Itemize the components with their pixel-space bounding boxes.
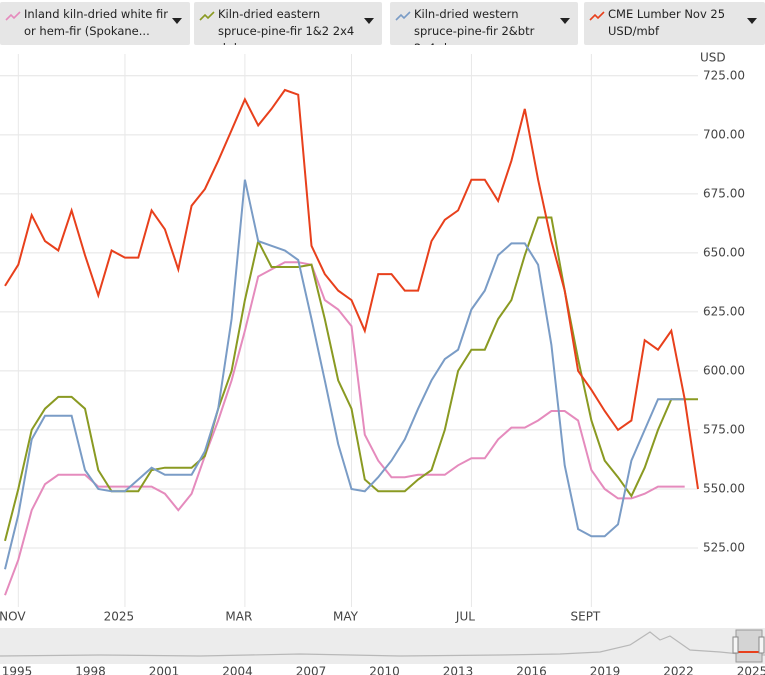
- legend-label: Inland kiln-dried white fir or hem-fir (…: [24, 7, 169, 38]
- legend-glyph: [5, 11, 21, 21]
- navigator-year: 2001: [149, 665, 180, 675]
- x-tick-label: SEPT: [571, 610, 601, 624]
- y-tick-label: 600.00: [703, 363, 745, 377]
- navigator-handle[interactable]: [758, 636, 765, 654]
- navigator-handle[interactable]: [732, 636, 739, 654]
- navigator-year: 2016: [516, 665, 547, 675]
- legend-item[interactable]: Inland kiln-dried white fir or hem-fir (…: [0, 2, 190, 45]
- legend-label: Kiln-dried eastern spruce-pine-fir 1&2 2…: [218, 7, 355, 45]
- navigator-year: 2007: [296, 665, 327, 675]
- y-tick-label: 650.00: [703, 245, 745, 259]
- x-tick-label: MAY: [333, 610, 359, 624]
- legend-glyph: [199, 11, 215, 21]
- legend-label: CME Lumber Nov 25 USD/mbf: [608, 7, 726, 38]
- navigator-year: 2010: [369, 665, 400, 675]
- series-line: [4, 216, 698, 542]
- legend-glyph: [589, 11, 605, 21]
- y-tick-label: 725.00: [703, 68, 745, 82]
- legend-glyph: [395, 11, 411, 21]
- navigator-year: 2019: [590, 665, 621, 675]
- y-tick-label: 675.00: [703, 186, 745, 200]
- navigator-line: [0, 631, 765, 657]
- dropdown-arrow: [560, 18, 570, 24]
- navigator-year: 2004: [222, 665, 253, 675]
- y-tick-label: 700.00: [703, 127, 745, 141]
- legend-icon: [5, 11, 21, 21]
- dropdown-arrow: [364, 18, 374, 24]
- navigator-year: 2022: [663, 665, 694, 675]
- legend-icon: [589, 11, 605, 21]
- y-tick-label: 525.00: [703, 540, 745, 554]
- navigator-year: 1998: [75, 665, 106, 675]
- navigator-year: 1995: [2, 665, 33, 675]
- navigator-selection[interactable]: [735, 629, 763, 663]
- legend-item[interactable]: CME Lumber Nov 25 USD/mbf: [584, 2, 765, 45]
- legend-label: Kiln-dried western spruce-pine-fir 2&btr…: [414, 7, 535, 45]
- series-line: [4, 88, 699, 490]
- x-tick-label: NOV: [0, 610, 26, 624]
- axis-unit: USD: [700, 51, 726, 65]
- y-tick-label: 550.00: [703, 481, 745, 495]
- y-tick-label: 625.00: [703, 304, 745, 318]
- x-tick-label: 2025: [104, 610, 135, 624]
- legend-icon: [395, 11, 411, 21]
- x-tick-label: MAR: [225, 610, 252, 624]
- legend-icon: [199, 11, 215, 21]
- y-tick-label: 575.00: [703, 422, 745, 436]
- dropdown-arrow: [747, 18, 757, 24]
- navigator-year: 2025: [737, 665, 765, 675]
- series-line: [4, 179, 685, 570]
- dropdown-arrow: [172, 18, 182, 24]
- legend-item[interactable]: Kiln-dried eastern spruce-pine-fir 1&2 2…: [194, 2, 382, 45]
- x-tick-label: JUL: [455, 610, 475, 624]
- navigator-bg: [0, 628, 765, 664]
- series-line: [4, 261, 685, 596]
- legend-item[interactable]: Kiln-dried western spruce-pine-fir 2&btr…: [390, 2, 578, 45]
- navigator-year: 2013: [443, 665, 474, 675]
